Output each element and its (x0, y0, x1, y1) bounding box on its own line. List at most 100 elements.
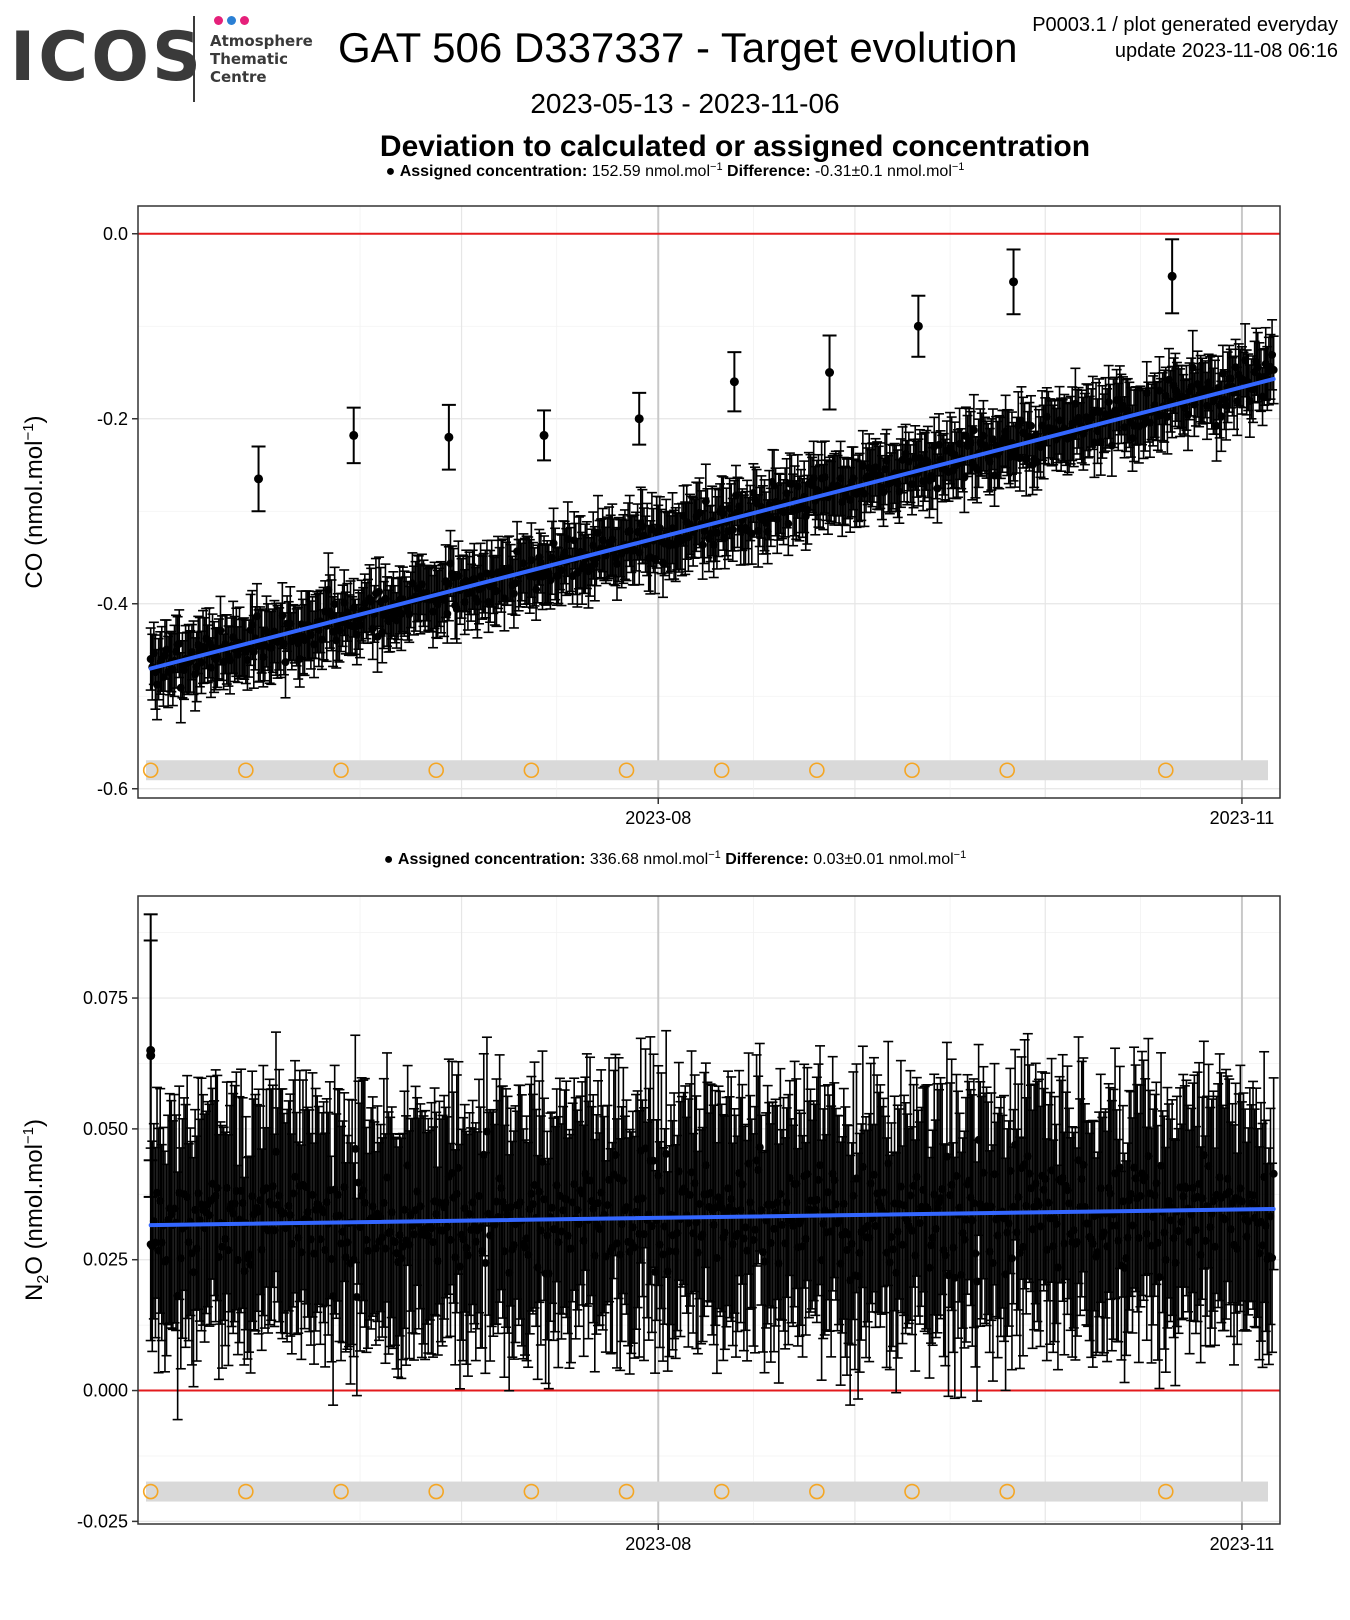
data-point (1212, 421, 1221, 430)
maintenance-marker (523, 762, 540, 779)
data-point (784, 519, 793, 528)
data-point (1015, 454, 1024, 463)
data-point (1268, 350, 1277, 359)
co-chart: ● Assigned concentration: 152.59 nmol.mo… (20, 161, 1281, 828)
outlier-point (634, 414, 644, 424)
y-tick-label: -0.6 (97, 779, 128, 799)
logo-divider (193, 16, 195, 102)
legend-info-part: −1 (952, 161, 965, 173)
maintenance-marker (809, 1483, 825, 1500)
y-axis-label-sup: −1 (20, 423, 37, 440)
outlier-point (254, 474, 264, 484)
legend-info-part: Difference: (723, 163, 815, 180)
legend-info-part: −1 (708, 849, 721, 861)
legend-info: ● Assigned concentration: 336.68 nmol.mo… (384, 849, 966, 868)
data-point (375, 587, 384, 596)
y-tick-label: 0.0 (103, 224, 128, 244)
x-tick-label: 2023-11 (1210, 808, 1275, 828)
data-point (175, 639, 184, 648)
maintenance-marker (999, 762, 1015, 779)
data-point (1026, 421, 1035, 430)
data-point (352, 1293, 361, 1302)
marker-band (146, 1481, 1268, 1502)
maintenance-marker (618, 762, 635, 779)
legend-info-part: −1 (710, 161, 723, 173)
data-point (443, 609, 452, 618)
maintenance-marker (904, 762, 920, 779)
legend-info-part: ● (384, 851, 398, 868)
data-points (145, 238, 1279, 724)
generation-info-line-1: P0003.1 / plot generated everyday (1032, 14, 1338, 36)
logo-subtitle: Atmosphere Thematic Centre (210, 32, 313, 86)
maintenance-marker (1158, 1483, 1174, 1500)
maintenance-marker (142, 1483, 159, 1500)
data-point (509, 589, 518, 598)
outlier-point (1167, 271, 1177, 281)
maintenance-marker (618, 1483, 635, 1500)
data-point (662, 1149, 671, 1158)
outlier-point (825, 368, 835, 377)
icos-logo: ICOS Atmosphere Thematic Centre (10, 14, 315, 104)
logo-wordmark: ICOS (10, 18, 204, 97)
trend-line (148, 376, 1276, 671)
date-range: 2023-05-13 - 2023-11-06 (530, 88, 840, 119)
maintenance-marker (238, 1483, 254, 1500)
data-point (649, 1156, 658, 1165)
data-point (969, 426, 978, 435)
maintenance-marker (238, 762, 254, 779)
data-point (728, 525, 737, 534)
logo-dot-2 (227, 16, 236, 25)
data-point (1163, 412, 1172, 421)
logo-sub-line-2: Thematic (210, 50, 289, 68)
legend-info: ● Assigned concentration: 152.59 nmol.mo… (386, 161, 965, 180)
marker-band (146, 760, 1268, 781)
logo-sub-line-3: Centre (210, 68, 267, 86)
y-tick-label: -0.4 (97, 594, 128, 614)
maintenance-marker (713, 762, 730, 779)
maintenance-marker (809, 762, 825, 779)
page-title: GAT 506 D337337 - Target evolution (338, 24, 1018, 71)
outlier-point (913, 321, 923, 331)
y-axis-label-end: ) (21, 415, 48, 423)
legend-info-part: Assigned concentration: (400, 163, 592, 180)
logo-dot-3 (240, 16, 249, 25)
legend-info-part: 152.59 nmol.mol (592, 163, 710, 180)
logo-dot-1 (214, 16, 223, 25)
data-point (698, 540, 707, 549)
maintenance-marker (142, 762, 159, 779)
data-point (549, 539, 558, 548)
maintenance-marker (333, 762, 349, 779)
maintenance-marker (428, 1483, 444, 1500)
data-point (988, 435, 997, 444)
data-points (143, 913, 1279, 1421)
generation-info-line-2: update 2023-11-08 06:16 (1114, 40, 1338, 62)
generation-info: P0003.1 / plot generated everyday update… (1032, 12, 1338, 64)
maintenance-marker (713, 1483, 730, 1500)
legend-info-part: 0.03±0.01 nmol.mol (813, 851, 953, 868)
legend-info-part: Difference: (721, 851, 813, 868)
data-point (351, 1144, 360, 1153)
y-axis-label: CO (nmol.mol−1) (20, 415, 48, 588)
y-axis-label-main: CO (nmol.mol (21, 441, 48, 589)
y-tick-label: -0.2 (97, 409, 128, 429)
chart-subtitle: Deviation to calculated or assigned conc… (379, 130, 1091, 163)
panel-border (137, 205, 1281, 799)
n2o-chart: ● Assigned concentration: 336.68 nmol.mo… (20, 849, 1281, 1554)
legend-info-part: Assigned concentration: (398, 851, 590, 868)
legend-info-part: -0.31±0.1 nmol.mol (815, 163, 952, 180)
outlier-point (539, 430, 549, 440)
data-point (1104, 398, 1113, 407)
data-point (1269, 365, 1278, 374)
maintenance-marker (999, 1483, 1015, 1500)
maintenance-marker (904, 1483, 920, 1500)
x-tick-label: 2023-08 (625, 808, 691, 828)
maintenance-marker (523, 1483, 540, 1500)
data-point (481, 1259, 490, 1268)
maintenance-marker (1158, 762, 1174, 779)
outlier-point (1009, 277, 1019, 287)
outlier-point (444, 432, 454, 442)
legend-info-part: ● (386, 163, 400, 180)
outlier-point (349, 430, 359, 440)
legend-info-part: 336.68 nmol.mol (590, 851, 708, 868)
data-point (1217, 412, 1226, 421)
